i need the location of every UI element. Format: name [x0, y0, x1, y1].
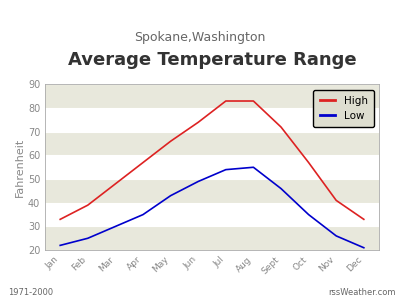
Y-axis label: Fahrenheit: Fahrenheit — [15, 138, 25, 197]
Text: 1971-2000: 1971-2000 — [8, 288, 53, 297]
Title: Average Temperature Range: Average Temperature Range — [68, 51, 356, 69]
Text: rssWeather.com: rssWeather.com — [328, 288, 396, 297]
Bar — [45, 179, 379, 203]
Bar — [45, 84, 379, 108]
Bar — [45, 132, 379, 155]
Legend: High, Low: High, Low — [313, 90, 374, 128]
Bar — [45, 226, 379, 250]
Text: Spokane,Washington: Spokane,Washington — [134, 32, 266, 44]
